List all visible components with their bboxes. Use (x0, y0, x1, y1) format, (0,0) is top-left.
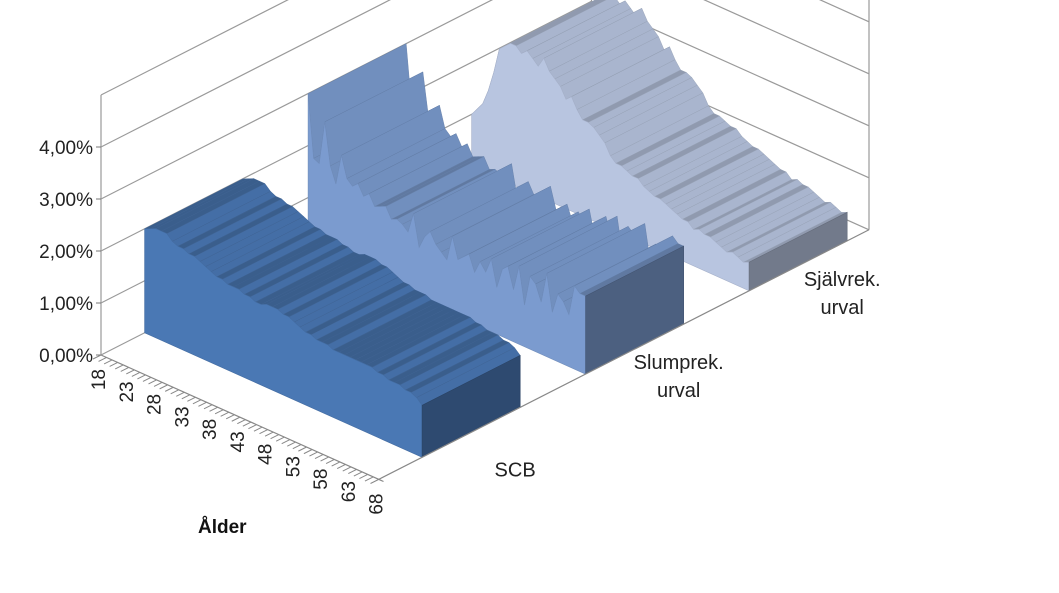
series-front-face (144, 228, 423, 458)
x-tick-label: 38 (200, 419, 221, 440)
x-tick-mark (120, 367, 129, 372)
x-tick-mark (364, 476, 374, 482)
x-tick-mark (281, 439, 290, 445)
x-tick-mark (237, 419, 246, 425)
x-tick-mark (181, 394, 191, 400)
x-tick-mark (320, 456, 329, 462)
x-tick-mark (325, 459, 335, 465)
x-tick-mark (142, 376, 152, 382)
x-tick-mark (170, 389, 179, 395)
x-tick-mark (353, 471, 363, 477)
x-tick-mark (336, 464, 346, 470)
x-tick-mark (314, 454, 324, 460)
x-tick-mark (242, 421, 252, 427)
x-tick-mark (348, 469, 357, 474)
x-tick-mark (103, 359, 113, 365)
series-block (144, 178, 521, 458)
x-tick-mark (270, 434, 279, 440)
series-block (471, 0, 848, 292)
x-tick-mark (287, 441, 296, 447)
y-tick-label: 0,00% (39, 346, 93, 367)
x-tick-label: 23 (117, 381, 138, 402)
x-tick-mark (114, 364, 124, 370)
x-tick-mark (370, 479, 379, 484)
x-tick-label: 68 (367, 494, 388, 515)
x-tick-mark (342, 466, 351, 472)
x-tick-label: 63 (339, 481, 360, 502)
x-axis (100, 229, 870, 483)
series-axis-labels: SCB Slumprek. urval Självrek. urval (495, 269, 881, 482)
series-front-face (307, 93, 586, 375)
x-tick-mark (298, 446, 307, 452)
x-tick-mark (275, 436, 285, 442)
x-tick-mark (259, 429, 268, 435)
series-front-face (471, 42, 750, 292)
x-tick-mark (164, 386, 174, 392)
y-tick-label: 2,00% (39, 242, 93, 263)
x-axis-line (100, 354, 384, 483)
x-tick-mark (126, 369, 135, 375)
y-tick-label: 1,00% (39, 294, 93, 315)
x-tick-mark (331, 461, 340, 467)
series-axis-label: Självrek. urval (804, 269, 881, 319)
x-tick-mark (248, 424, 257, 430)
x-tick-mark (198, 401, 207, 407)
x-tick-mark (192, 399, 202, 405)
x-tick-mark (109, 362, 118, 367)
series-axis-label: SCB (495, 459, 536, 481)
gridline (100, 0, 870, 148)
x-tick-mark (309, 451, 318, 457)
x-tick-mark (203, 404, 213, 410)
x-tick-mark (253, 426, 263, 432)
y-axis-ticks: 0,00% 1,00% 2,00% 3,00% 4,00% (39, 138, 101, 367)
x-tick-mark (137, 374, 146, 380)
series-block (307, 43, 685, 375)
x-tick-mark (220, 411, 229, 417)
x-tick-mark (98, 357, 107, 362)
x-tick-label: 33 (172, 406, 193, 427)
x-tick-mark (92, 354, 102, 360)
gridline (100, 0, 870, 200)
x-tick-mark (159, 384, 168, 390)
x-tick-label: 48 (256, 444, 277, 465)
gridline (100, 0, 289, 96)
x-tick-mark (131, 371, 141, 377)
series-axis-label: Slumprek. urval (634, 352, 724, 402)
x-tick-mark (225, 414, 235, 420)
x-axis-ticks: 18 23 28 33 38 43 48 53 58 63 68 (89, 354, 388, 515)
x-tick-mark (292, 444, 302, 450)
x-tick-mark (187, 396, 196, 402)
x-tick-mark (359, 474, 368, 479)
x-tick-mark (264, 431, 274, 437)
x-tick-mark (214, 409, 224, 415)
x-tick-mark (176, 391, 185, 397)
x-axis-title: Ålder (198, 517, 247, 538)
x-tick-mark (303, 449, 313, 455)
x-tick-label: 28 (145, 394, 166, 415)
y-tick-label: 4,00% (39, 138, 93, 159)
depth-axis-line (378, 229, 870, 481)
x-tick-label: 58 (311, 469, 332, 490)
x-tick-label: 53 (283, 456, 304, 477)
x-tick-label: 18 (89, 369, 110, 390)
x-tick-mark (209, 406, 218, 412)
x-tick-mark (148, 379, 157, 385)
series-layer (144, 0, 848, 458)
x-tick-mark (231, 416, 240, 422)
y-tick-label: 3,00% (39, 190, 93, 211)
x-tick-mark (153, 381, 163, 387)
x-tick-label: 43 (228, 431, 249, 452)
